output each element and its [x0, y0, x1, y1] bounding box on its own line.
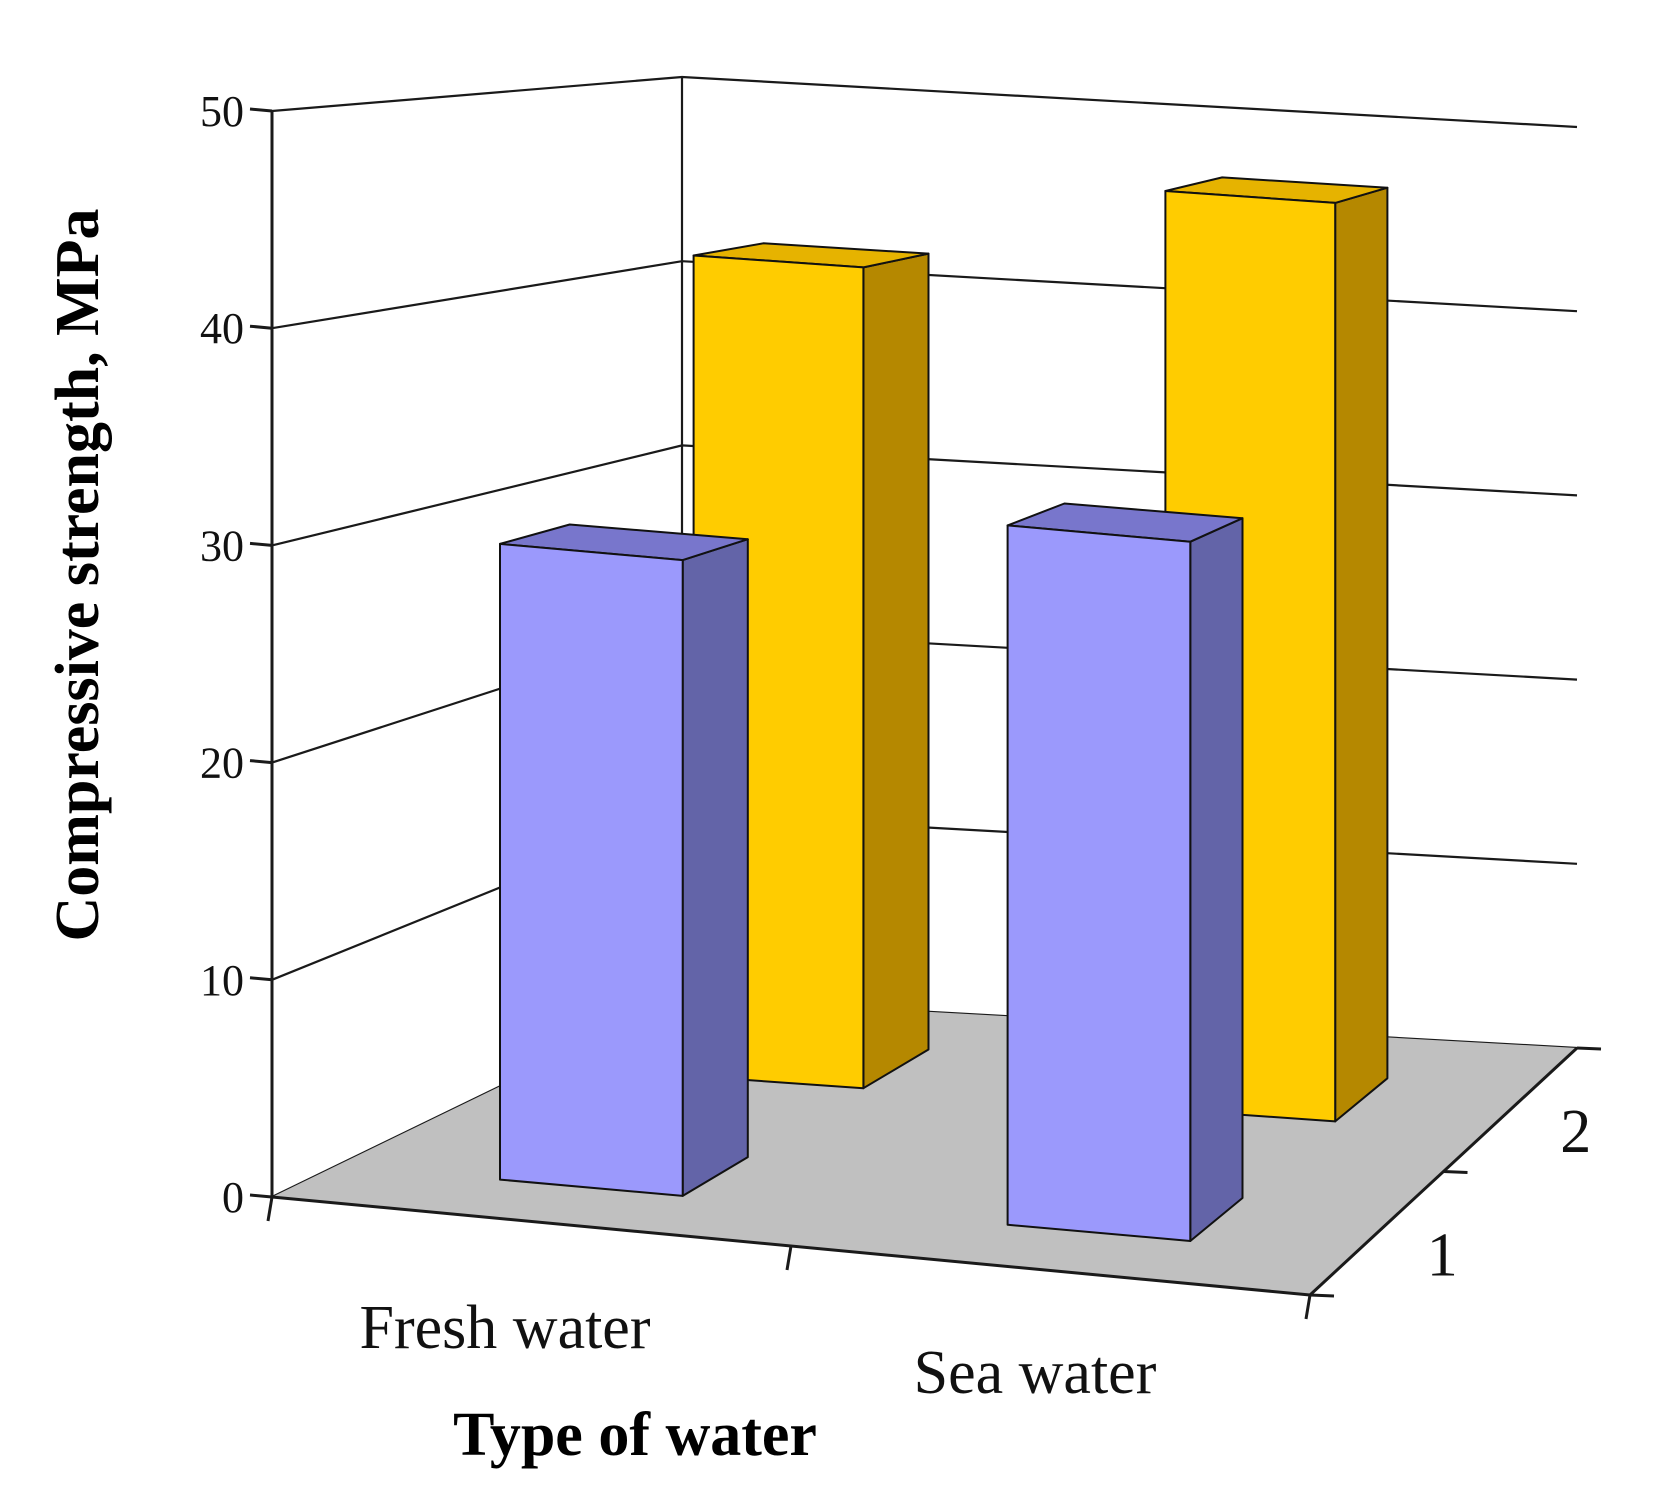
- x-tick-2: [1304, 1294, 1312, 1320]
- y-axis-title: Compressive strength, MPa: [44, 208, 112, 941]
- y-tick-label: 20: [200, 739, 244, 788]
- y-tick-label: 10: [200, 956, 244, 1005]
- x-category-label: Sea water: [914, 1339, 1157, 1407]
- x-tick-0: [266, 1196, 274, 1222]
- y-tick-label: 40: [200, 304, 244, 353]
- bar-1-0-side: [681, 538, 749, 1197]
- chart-axes: [249, 107, 1602, 1320]
- y-tick-0: [249, 1193, 273, 1199]
- y-tick-50: [249, 107, 273, 113]
- x-axis-title: Type of water: [453, 1401, 817, 1469]
- depth-tick-1: [1443, 1170, 1468, 1174]
- y-tick-30: [249, 541, 273, 547]
- depth-label: 2: [1560, 1098, 1591, 1166]
- y-tick-20: [249, 759, 273, 765]
- chart-bars: [499, 176, 1389, 1242]
- depth-tick-0: [1309, 1293, 1335, 1298]
- bar-2-1-side: [1334, 186, 1389, 1123]
- depth-label: 1: [1427, 1221, 1458, 1289]
- x-tick-1: [785, 1245, 793, 1271]
- bar-1-0-front: [499, 542, 684, 1197]
- bar-1-1-front: [1006, 524, 1192, 1242]
- bar-1-1-side: [1189, 517, 1244, 1242]
- depth-tick-2: [1576, 1046, 1602, 1051]
- x-category-label: Fresh water: [360, 1294, 651, 1362]
- y-tick-40: [249, 324, 273, 330]
- chart-labels: 0 10 20 30 40 50 Fresh water Sea water 1 2: [200, 87, 1591, 1407]
- gridline-50: [271, 75, 1578, 129]
- y-tick-label: 30: [200, 521, 244, 570]
- y-tick-label: 50: [200, 87, 244, 136]
- y-tick-10: [249, 976, 273, 982]
- y-tick-label: 0: [222, 1173, 244, 1222]
- bar-2-0-side: [862, 252, 930, 1090]
